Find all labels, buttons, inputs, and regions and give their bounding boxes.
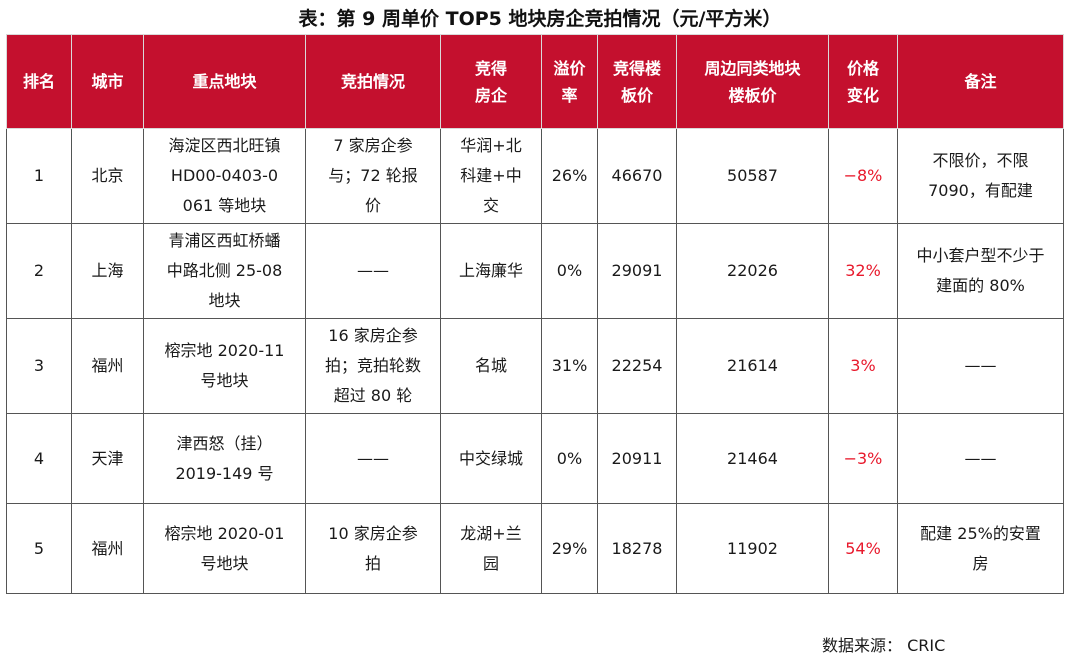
cell-plot: 青浦区西虹桥蟠 中路北侧 25-08 地块 <box>143 223 306 319</box>
cell-nearby: 21614 <box>676 318 829 414</box>
cell-price: 22254 <box>597 318 677 414</box>
cell-note: 中小套户型不少于 建面的 80% <box>897 223 1064 319</box>
cell-rank: 1 <box>6 128 72 224</box>
cell-winner: 龙湖+兰园 <box>440 503 542 594</box>
cell-premium: 0% <box>541 223 598 319</box>
cell-plot: 海淀区西北旺镇 HD00-0403-0 061 等地块 <box>143 128 306 224</box>
header-auction: 竞拍情况 <box>305 34 441 129</box>
cell-change: 32% <box>828 223 898 319</box>
cell-price: 18278 <box>597 503 677 594</box>
cell-change: −8% <box>828 128 898 224</box>
cell-premium: 31% <box>541 318 598 414</box>
land-auction-table: 排名 城市 重点地块 竞拍情况 竞得 房企 溢价率 竞得楼 板价 周边同类地块 楼板价… <box>6 34 1064 594</box>
cell-nearby: 50587 <box>676 128 829 224</box>
cell-note: 不限价，不限 7090，有配建 <box>897 128 1064 224</box>
table-row: 4 天津 津西怒（挂） 2019-149 号 —— 中交绿城 0% 20911 21464 −3%… <box>6 413 1064 504</box>
cell-city: 福州 <box>71 318 144 414</box>
cell-auction: —— <box>305 413 441 504</box>
table-row: 3 福州 榕宗地 2020-11 号地块 16 家房企参 拍；竞拍轮数 超过 80 轮名城 3… <box>6 318 1064 414</box>
cell-premium: 29% <box>541 503 598 594</box>
header-plot: 重点地块 <box>143 34 306 129</box>
data-source: 数据来源： CRIC <box>822 636 946 655</box>
cell-nearby: 21464 <box>676 413 829 504</box>
header-price: 竞得楼 板价 <box>597 34 677 129</box>
cell-rank: 2 <box>6 223 72 319</box>
cell-price: 29091 <box>597 223 677 319</box>
cell-rank: 4 <box>6 413 72 504</box>
header-premium: 溢价率 <box>541 34 598 129</box>
cell-winner: 中交绿城 <box>440 413 542 504</box>
cell-price: 46670 <box>597 128 677 224</box>
table-row: 1 北京 海淀区西北旺镇 HD00-0403-0 061 等地块 7 家房企参 与；72 轮… <box>6 128 1064 224</box>
cell-city: 上海 <box>71 223 144 319</box>
table-title: 表：第 9 周单价 TOP5 地块房企竞拍情况（元/平方米） <box>298 8 782 30</box>
cell-plot: 津西怒（挂） 2019-149 号 <box>143 413 306 504</box>
cell-auction: 16 家房企参 拍；竞拍轮数 超过 80 轮 <box>305 318 441 414</box>
header-row: 排名 城市 重点地块 竞拍情况 竞得 房企 溢价率 竞得楼 板价 周边同类地块 楼板价… <box>6 34 1064 129</box>
cell-winner: 上海廉华 <box>440 223 542 319</box>
cell-price: 20911 <box>597 413 677 504</box>
cell-premium: 26% <box>541 128 598 224</box>
table-row: 5 福州 榕宗地 2020-01 号地块 10 家房企参拍龙湖+兰园 29% 18278 11… <box>6 503 1064 594</box>
cell-change: −3% <box>828 413 898 504</box>
cell-city: 北京 <box>71 128 144 224</box>
cell-auction: 10 家房企参拍 <box>305 503 441 594</box>
cell-plot: 榕宗地 2020-11 号地块 <box>143 318 306 414</box>
cell-rank: 3 <box>6 318 72 414</box>
cell-rank: 5 <box>6 503 72 594</box>
table-row: 2 上海 青浦区西虹桥蟠 中路北侧 25-08 地块 —— 上海廉华 0% 29091 22026… <box>6 223 1064 319</box>
header-city: 城市 <box>71 34 144 129</box>
header-nearby: 周边同类地块 楼板价 <box>676 34 829 129</box>
cell-note: —— <box>897 318 1064 414</box>
cell-nearby: 22026 <box>676 223 829 319</box>
header-rank: 排名 <box>6 34 72 129</box>
cell-change: 3% <box>828 318 898 414</box>
cell-city: 天津 <box>71 413 144 504</box>
cell-nearby: 11902 <box>676 503 829 594</box>
cell-note: —— <box>897 413 1064 504</box>
cell-auction: —— <box>305 223 441 319</box>
cell-premium: 0% <box>541 413 598 504</box>
header-winner: 竞得 房企 <box>440 34 542 129</box>
header-change: 价格 变化 <box>828 34 898 129</box>
header-note: 备注 <box>897 34 1064 129</box>
cell-plot: 榕宗地 2020-01 号地块 <box>143 503 306 594</box>
cell-winner: 名城 <box>440 318 542 414</box>
cell-winner: 华润+北 科建+中交 <box>440 128 542 224</box>
cell-change: 54% <box>828 503 898 594</box>
cell-city: 福州 <box>71 503 144 594</box>
cell-note: 配建 25%的安置房 <box>897 503 1064 594</box>
cell-auction: 7 家房企参 与；72 轮报价 <box>305 128 441 224</box>
